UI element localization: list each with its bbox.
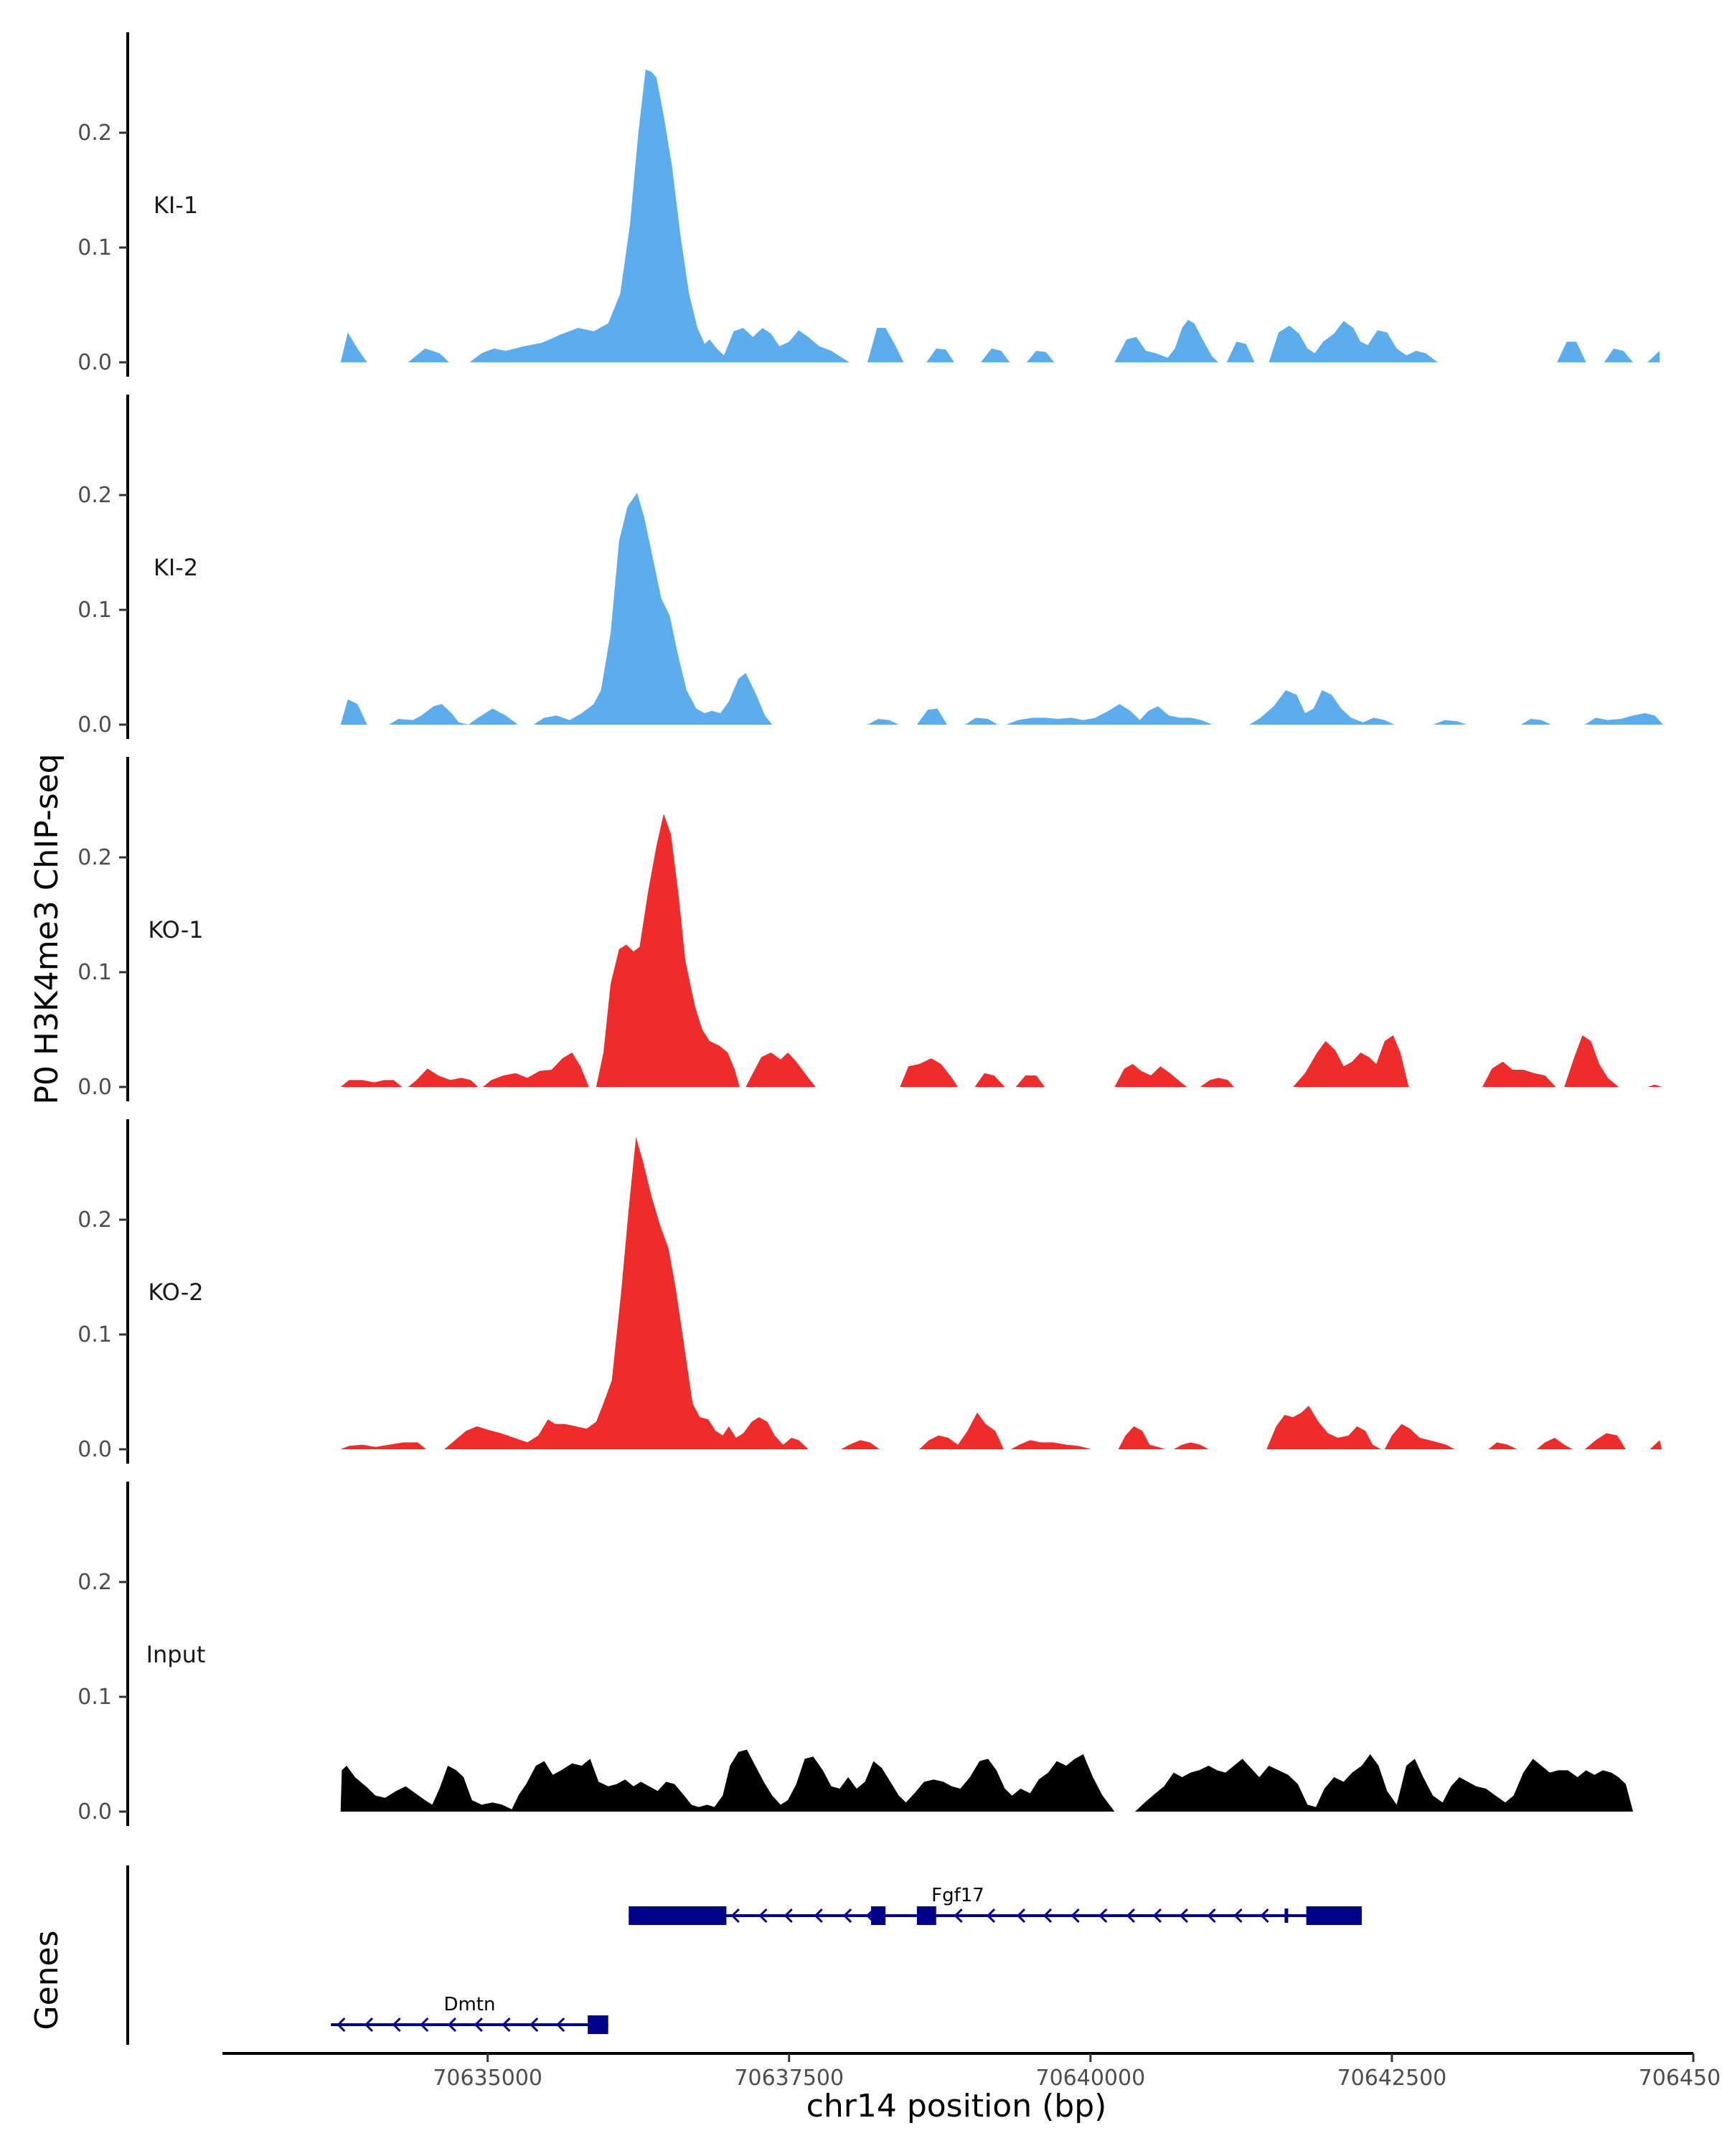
x-tick-label: 70635000: [433, 2066, 542, 2091]
tracks-group: 0.00.10.2KI-10.00.10.2KI-20.00.10.2KO-10…: [77, 32, 1664, 1826]
y-tick-label: 0.2: [77, 845, 112, 870]
track-panel-ko-2: 0.0 0.1 0.2 KO-2: [77, 1119, 1662, 1464]
y-tick-label: 0.0: [77, 350, 112, 375]
strand-arrow: [784, 1908, 793, 1924]
x-tick-label: 70642500: [1337, 2066, 1447, 2091]
genes-axis-title: Genes: [29, 1930, 65, 2030]
signal-area-ki-1: [340, 70, 1660, 362]
x-axis-title: chr14 position (bp): [806, 2088, 1107, 2124]
strand-arrow: [530, 2017, 539, 2033]
strand-arrow: [1152, 1908, 1162, 1924]
strand-arrow: [842, 1908, 852, 1924]
x-tick-label: 70637500: [734, 2066, 844, 2091]
gene-exon: [916, 1906, 936, 1925]
gene-exon: [871, 1906, 886, 1925]
gene-exon: [629, 1906, 727, 1925]
strand-arrow: [1071, 1908, 1080, 1924]
gene-exon: [1306, 1906, 1362, 1925]
gene-exon: [1284, 1908, 1289, 1923]
x-tick-label: 70645000: [1639, 2066, 1722, 2091]
strand-arrow: [420, 2017, 429, 2033]
y-tick-label: 0.2: [77, 1208, 112, 1233]
y-tick-label: 0.0: [77, 1799, 112, 1825]
strand-arrow: [447, 2017, 456, 2033]
y-tick-label: 0.0: [77, 1437, 112, 1462]
track-label: KI-2: [154, 554, 198, 581]
strand-arrow: [1098, 1908, 1108, 1924]
strand-arrow: [730, 1908, 740, 1924]
signal-area-input: [340, 1749, 1634, 1812]
track-panel-ki-1: 0.0 0.1 0.2 KI-1: [77, 32, 1660, 377]
signal-area-ko-2: [340, 1136, 1662, 1449]
y-tick-label: 0.0: [77, 1075, 112, 1100]
strand-arrow: [502, 2017, 511, 2033]
gene-name-label: Dmtn: [443, 1994, 495, 2015]
gene-fgf17: Fgf17: [629, 1885, 1362, 1925]
strand-arrow: [954, 1908, 963, 1924]
track-label: KO-1: [148, 916, 203, 943]
y-tick-label: 0.2: [77, 1570, 112, 1595]
track-label: KO-2: [148, 1279, 203, 1306]
gene-dmtn: Dmtn: [331, 1994, 608, 2034]
track-label: KI-1: [154, 192, 198, 219]
y-tick-label: 0.1: [77, 1685, 112, 1710]
strand-arrow: [1233, 1908, 1243, 1924]
signal-area-ko-1: [340, 814, 1662, 1087]
strand-arrow: [1043, 1908, 1053, 1924]
x-tick-label: 70640000: [1035, 2066, 1145, 2091]
strand-arrow: [337, 2017, 346, 2033]
y-tick-label: 0.2: [77, 483, 112, 508]
strand-arrow: [1260, 1908, 1269, 1924]
gene-exon: [588, 2015, 608, 2034]
gene-name-label: Fgf17: [931, 1885, 984, 1906]
x-axis: 70635000 70637500 70640000 70642500 70645000: [222, 2052, 1722, 2091]
strand-arrow: [814, 1908, 823, 1924]
signal-area-ki-2: [340, 492, 1664, 725]
track-label: Input: [146, 1641, 206, 1668]
strand-arrow: [1207, 1908, 1216, 1924]
strand-arrow: [1126, 1908, 1135, 1924]
track-panel-ki-2: 0.0 0.1 0.2 KI-2: [77, 395, 1664, 739]
track-panel-input: 0.0 0.1 0.2 Input: [77, 1482, 1634, 1826]
y-tick-label: 0.2: [77, 121, 112, 146]
y-tick-label: 0.1: [77, 1322, 112, 1347]
genes-track: Fgf17 Dmtn: [126, 1865, 1362, 2045]
strand-arrow: [1016, 1908, 1026, 1924]
y-tick-label: 0.1: [77, 598, 112, 623]
strand-arrow: [392, 2017, 401, 2033]
y-tick-label: 0.0: [77, 712, 112, 738]
y-axis-title: P0 H3K4me3 ChIP-seq: [29, 753, 65, 1104]
strand-arrow: [986, 1908, 996, 1924]
strand-arrow: [758, 1908, 768, 1924]
track-panel-ko-1: 0.0 0.1 0.2 KO-1: [77, 757, 1662, 1101]
strand-arrow: [474, 2017, 483, 2033]
strand-arrow: [1179, 1908, 1188, 1924]
strand-arrow: [556, 2017, 565, 2033]
y-tick-label: 0.1: [77, 235, 112, 260]
strand-arrow: [364, 2017, 374, 2033]
y-tick-label: 0.1: [77, 960, 112, 985]
